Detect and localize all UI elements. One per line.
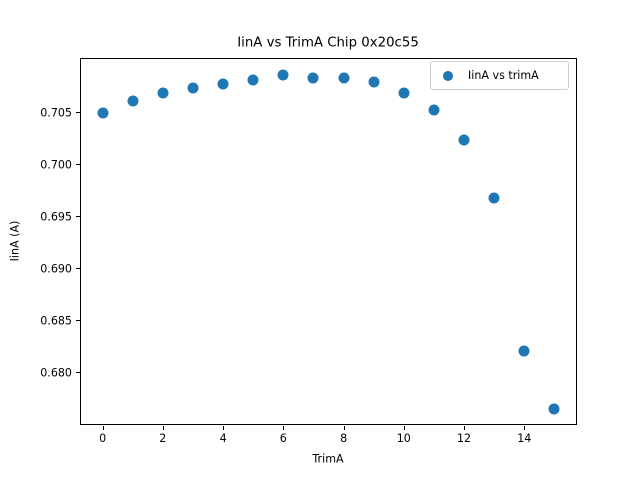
x-tick-label: 0 (99, 432, 107, 445)
y-axis-label: IinA (A) (8, 220, 22, 262)
scatter-point (548, 403, 560, 415)
scatter-point (187, 82, 199, 94)
y-tick (76, 372, 80, 373)
scatter-point (338, 72, 350, 84)
x-tick (162, 426, 164, 430)
x-axis-label: TrimA (312, 452, 344, 466)
x-tick (343, 426, 345, 430)
y-tick-label: 0.705 (40, 106, 72, 120)
scatter-point (157, 87, 169, 99)
chart-title: IinA vs TrimA Chip 0x20c55 (237, 35, 419, 51)
x-tick-label: 4 (219, 432, 227, 445)
scatter-point (398, 87, 410, 99)
y-tick-label: 0.685 (40, 314, 72, 327)
x-tick (102, 426, 104, 430)
y-tick (76, 112, 80, 114)
scatter-point (428, 104, 440, 116)
legend-dot-icon (443, 70, 453, 81)
plot-area (80, 58, 577, 425)
x-tick (464, 426, 465, 430)
scatter-point (518, 345, 530, 357)
scatter-point (368, 76, 380, 88)
x-tick-label: 8 (340, 432, 348, 445)
y-tick-label: 0.695 (40, 210, 72, 223)
scatter-point (458, 134, 470, 146)
x-tick (223, 426, 225, 430)
y-tick (76, 320, 80, 321)
x-tick (283, 426, 285, 430)
x-tick (403, 426, 405, 430)
scatter-point (488, 192, 500, 204)
x-tick-label: 12 (456, 432, 472, 445)
scatter-point (217, 78, 229, 90)
y-tick (76, 216, 80, 217)
scatter-point (127, 95, 139, 107)
x-tick-label: 14 (517, 432, 532, 445)
scatter-point (97, 107, 109, 119)
y-tick-label: 0.680 (40, 366, 72, 379)
x-tick-label: 6 (279, 432, 287, 445)
scatter-point (277, 69, 289, 81)
x-tick-label: 10 (396, 432, 411, 445)
y-tick (76, 164, 80, 165)
y-tick-label: 0.700 (40, 158, 72, 171)
scatter-point (307, 72, 319, 84)
y-tick (76, 268, 80, 269)
scatter-point (247, 74, 259, 86)
x-tick-label: 2 (159, 432, 167, 445)
legend-label: IinA vs trimA (468, 69, 539, 82)
legend: IinA vs trimA (430, 61, 569, 90)
y-tick-label: 0.690 (40, 262, 72, 275)
x-tick (524, 426, 526, 430)
